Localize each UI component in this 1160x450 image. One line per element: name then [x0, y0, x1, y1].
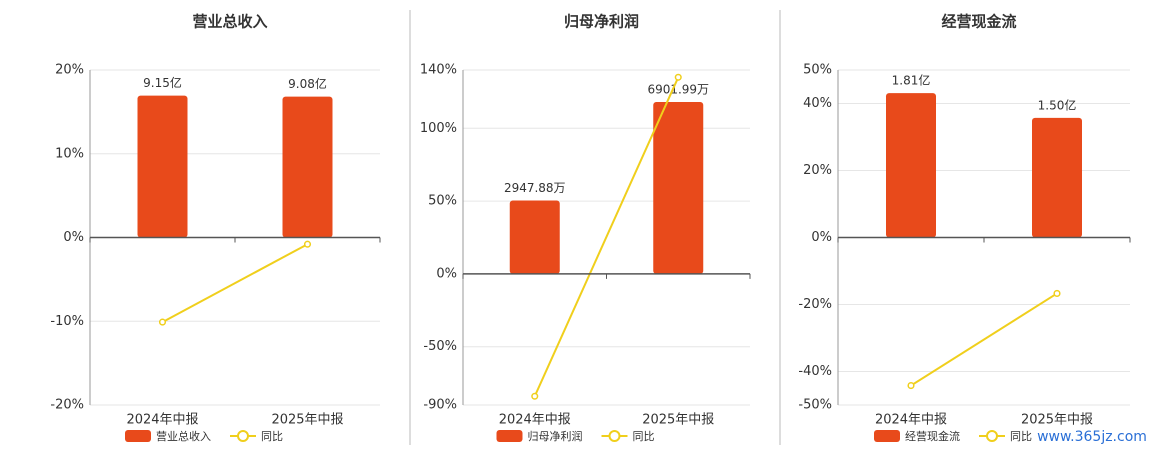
legend-label: 同比	[261, 430, 283, 443]
legend-marker	[237, 430, 249, 442]
y-tick-label: 0%	[811, 230, 832, 245]
legend-marker	[608, 430, 621, 442]
y-tick-label: -90%	[423, 398, 457, 413]
chart-title: 经营现金流	[941, 13, 1016, 31]
y-tick-label: -20%	[50, 398, 84, 413]
x-tick-label: 2024年中报	[126, 413, 198, 428]
y-tick-label: 100%	[420, 121, 457, 136]
value-label: 2947.88万	[504, 181, 566, 195]
chart-title: 营业总收入	[192, 13, 267, 31]
legend-swatch	[496, 430, 523, 442]
line-point	[303, 240, 312, 248]
y-tick-label: -40%	[798, 364, 832, 379]
bar	[653, 102, 704, 274]
line	[533, 76, 680, 397]
x-tick-label: 2024年中报	[875, 413, 947, 428]
line-point	[907, 382, 915, 390]
y-tick-label: 0%	[63, 230, 84, 245]
bar	[886, 93, 936, 238]
y-tick-label: -50%	[798, 398, 832, 413]
legend-label: 归母净利润	[528, 429, 583, 443]
value-label: 6901.99万	[647, 83, 709, 97]
line-point	[674, 73, 682, 81]
y-tick-label: 0%	[436, 266, 457, 281]
line	[910, 292, 1058, 387]
value-label: 1.50亿	[1038, 97, 1077, 112]
x-tick-label: 2025年中报	[642, 413, 714, 428]
line	[162, 243, 308, 323]
x-tick-label: 2024年中报	[499, 413, 571, 428]
chart-title: 归母净利润	[564, 13, 639, 31]
legend-marker	[986, 430, 998, 442]
y-tick-label: 20%	[803, 163, 832, 178]
y-tick-label: 10%	[55, 146, 84, 161]
y-tick-label: -50%	[423, 339, 457, 354]
y-tick-label: -20%	[798, 297, 832, 312]
value-label: 9.15亿	[143, 75, 182, 90]
value-label: 1.81亿	[892, 73, 931, 88]
legend-label: 经营现金流	[905, 429, 960, 443]
bar	[282, 96, 333, 238]
bar	[1032, 117, 1082, 238]
y-tick-label: 20%	[55, 63, 84, 78]
watermark: www.365jz.com	[1037, 429, 1147, 445]
y-tick-label: 140%	[420, 63, 457, 78]
bar	[137, 95, 188, 238]
y-tick-label: 50%	[428, 194, 457, 209]
legend-label: 营业总收入	[156, 429, 211, 443]
value-label: 9.08亿	[288, 76, 327, 91]
line-point	[1053, 289, 1061, 297]
y-tick-label: 50%	[803, 63, 832, 78]
line-point	[158, 318, 167, 326]
line-point	[531, 392, 539, 400]
x-tick-label: 2025年中报	[1021, 413, 1093, 428]
bar	[509, 200, 560, 274]
y-tick-label: 40%	[803, 96, 832, 111]
legend-label: 同比	[1010, 430, 1032, 443]
legend-swatch	[874, 430, 900, 442]
legend-swatch	[125, 430, 151, 442]
legend-label: 同比	[633, 430, 655, 443]
x-tick-label: 2025年中报	[271, 413, 343, 428]
y-tick-label: -10%	[50, 314, 84, 329]
